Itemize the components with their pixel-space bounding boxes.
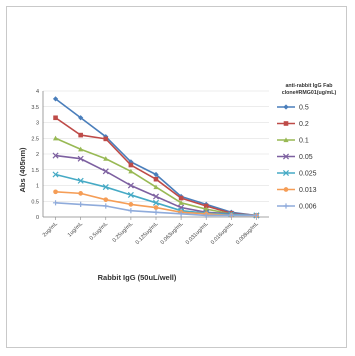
data-point xyxy=(152,199,160,206)
legend-item: 0.5 xyxy=(277,104,309,112)
legend-item: 0.025 xyxy=(277,169,317,178)
data-point xyxy=(153,209,159,215)
series-line xyxy=(55,117,257,217)
x-tick-label: 0.016ug/mL xyxy=(210,221,235,246)
x-tick-label: 2ug/mL xyxy=(42,221,59,238)
legend-item: 0.006 xyxy=(277,203,317,211)
y-tick-label: 1 xyxy=(36,184,39,190)
chart-frame: 0 0.5 1 1.5 2 2.5 3 3.5 4 2ug/mL 1ug/mL 0.5ug/mL 0.2… xyxy=(6,6,347,348)
series-0.006 xyxy=(52,200,260,219)
legend-title: clone#RMG01(ug/mL) xyxy=(282,90,337,96)
x-tick-label: 0.25ug/mL xyxy=(112,221,135,244)
data-point xyxy=(128,208,134,214)
series-0.5 xyxy=(52,96,260,219)
legend-label: 0.2 xyxy=(299,121,309,128)
data-point xyxy=(228,212,234,219)
data-point xyxy=(77,155,84,162)
data-point xyxy=(128,202,134,207)
data-point xyxy=(103,203,109,209)
x-axis-label: Rabbit IgG (50uL/well) xyxy=(98,273,177,282)
data-point xyxy=(103,136,109,142)
data-point xyxy=(78,115,84,121)
x-tick-label: 0.5ug/mL xyxy=(89,221,109,241)
data-point xyxy=(77,177,84,184)
data-point xyxy=(78,191,84,196)
data-point xyxy=(128,162,134,168)
data-point xyxy=(178,211,184,217)
data-point xyxy=(78,132,83,138)
data-point xyxy=(127,182,134,189)
data-point xyxy=(253,212,260,219)
data-point xyxy=(203,212,209,219)
data-point xyxy=(282,169,290,177)
data-point xyxy=(283,203,289,209)
data-point xyxy=(203,203,209,209)
x-tick-label: 0.063ug/mL xyxy=(160,221,185,246)
data-point xyxy=(153,171,159,178)
data-point xyxy=(103,156,109,161)
y-tick-label: 2.5 xyxy=(31,136,39,142)
legend-label: 0.006 xyxy=(299,204,317,211)
y-tick-label: 3.5 xyxy=(31,105,39,111)
data-point xyxy=(53,115,58,121)
data-point xyxy=(128,168,134,174)
data-point xyxy=(53,189,58,195)
legend-label: 0.025 xyxy=(299,171,317,178)
x-tick-label: 1ug/mL xyxy=(67,221,84,238)
data-point xyxy=(52,152,59,159)
legend-item: 0.013 xyxy=(277,187,317,194)
data-point xyxy=(283,104,289,110)
axis-layer: 0 0.5 1 1.5 2 2.5 3 3.5 4 2ug/mL 1ug/mL 0.5ug/mL 0.2… xyxy=(31,89,269,246)
legend-item: 0.2 xyxy=(277,121,309,128)
legend-label: 0.013 xyxy=(299,187,317,194)
x-tick-label: 0.008ug/mL xyxy=(235,221,260,246)
data-point xyxy=(153,176,159,182)
data-point xyxy=(152,193,160,200)
data-point xyxy=(102,168,109,175)
data-point xyxy=(52,200,59,206)
data-point xyxy=(283,187,289,192)
data-point xyxy=(153,184,159,190)
data-point xyxy=(52,171,59,178)
data-point xyxy=(52,96,59,102)
data-point xyxy=(52,135,59,141)
series-line xyxy=(55,98,257,217)
data-point xyxy=(178,195,184,201)
data-point xyxy=(78,146,84,152)
data-point xyxy=(153,205,159,210)
legend-label: 0.5 xyxy=(299,105,309,112)
data-point xyxy=(282,153,290,160)
legend-label: 0.05 xyxy=(299,154,313,161)
legend-title: anti-rabbit IgG Fab xyxy=(285,83,333,89)
data-point xyxy=(283,137,289,143)
y-tick-label: 2 xyxy=(36,152,39,158)
y-tick-label: 0.5 xyxy=(31,199,39,205)
grid-layer xyxy=(43,90,269,202)
data-point xyxy=(102,184,109,191)
legend-item: 0.1 xyxy=(277,137,309,145)
legend-item: 0.05 xyxy=(277,153,313,161)
y-tick-label: 1.5 xyxy=(31,168,39,174)
data-point xyxy=(103,197,109,203)
data-point xyxy=(178,200,184,205)
y-tick-label: 0 xyxy=(36,215,39,221)
data-point xyxy=(203,206,209,212)
data-point xyxy=(283,121,289,126)
series-layer xyxy=(52,96,260,219)
y-tick-label: 4 xyxy=(36,89,39,95)
y-axis-label: Abs (405nm) xyxy=(18,147,27,193)
data-point xyxy=(127,191,134,198)
x-tick-label: 0.125ug/mL xyxy=(135,221,160,246)
y-tick-label: 3 xyxy=(36,121,39,127)
x-tick-label: 0.031ug/mL xyxy=(185,221,210,246)
data-point xyxy=(78,201,84,207)
legend-label: 0.1 xyxy=(299,138,309,145)
